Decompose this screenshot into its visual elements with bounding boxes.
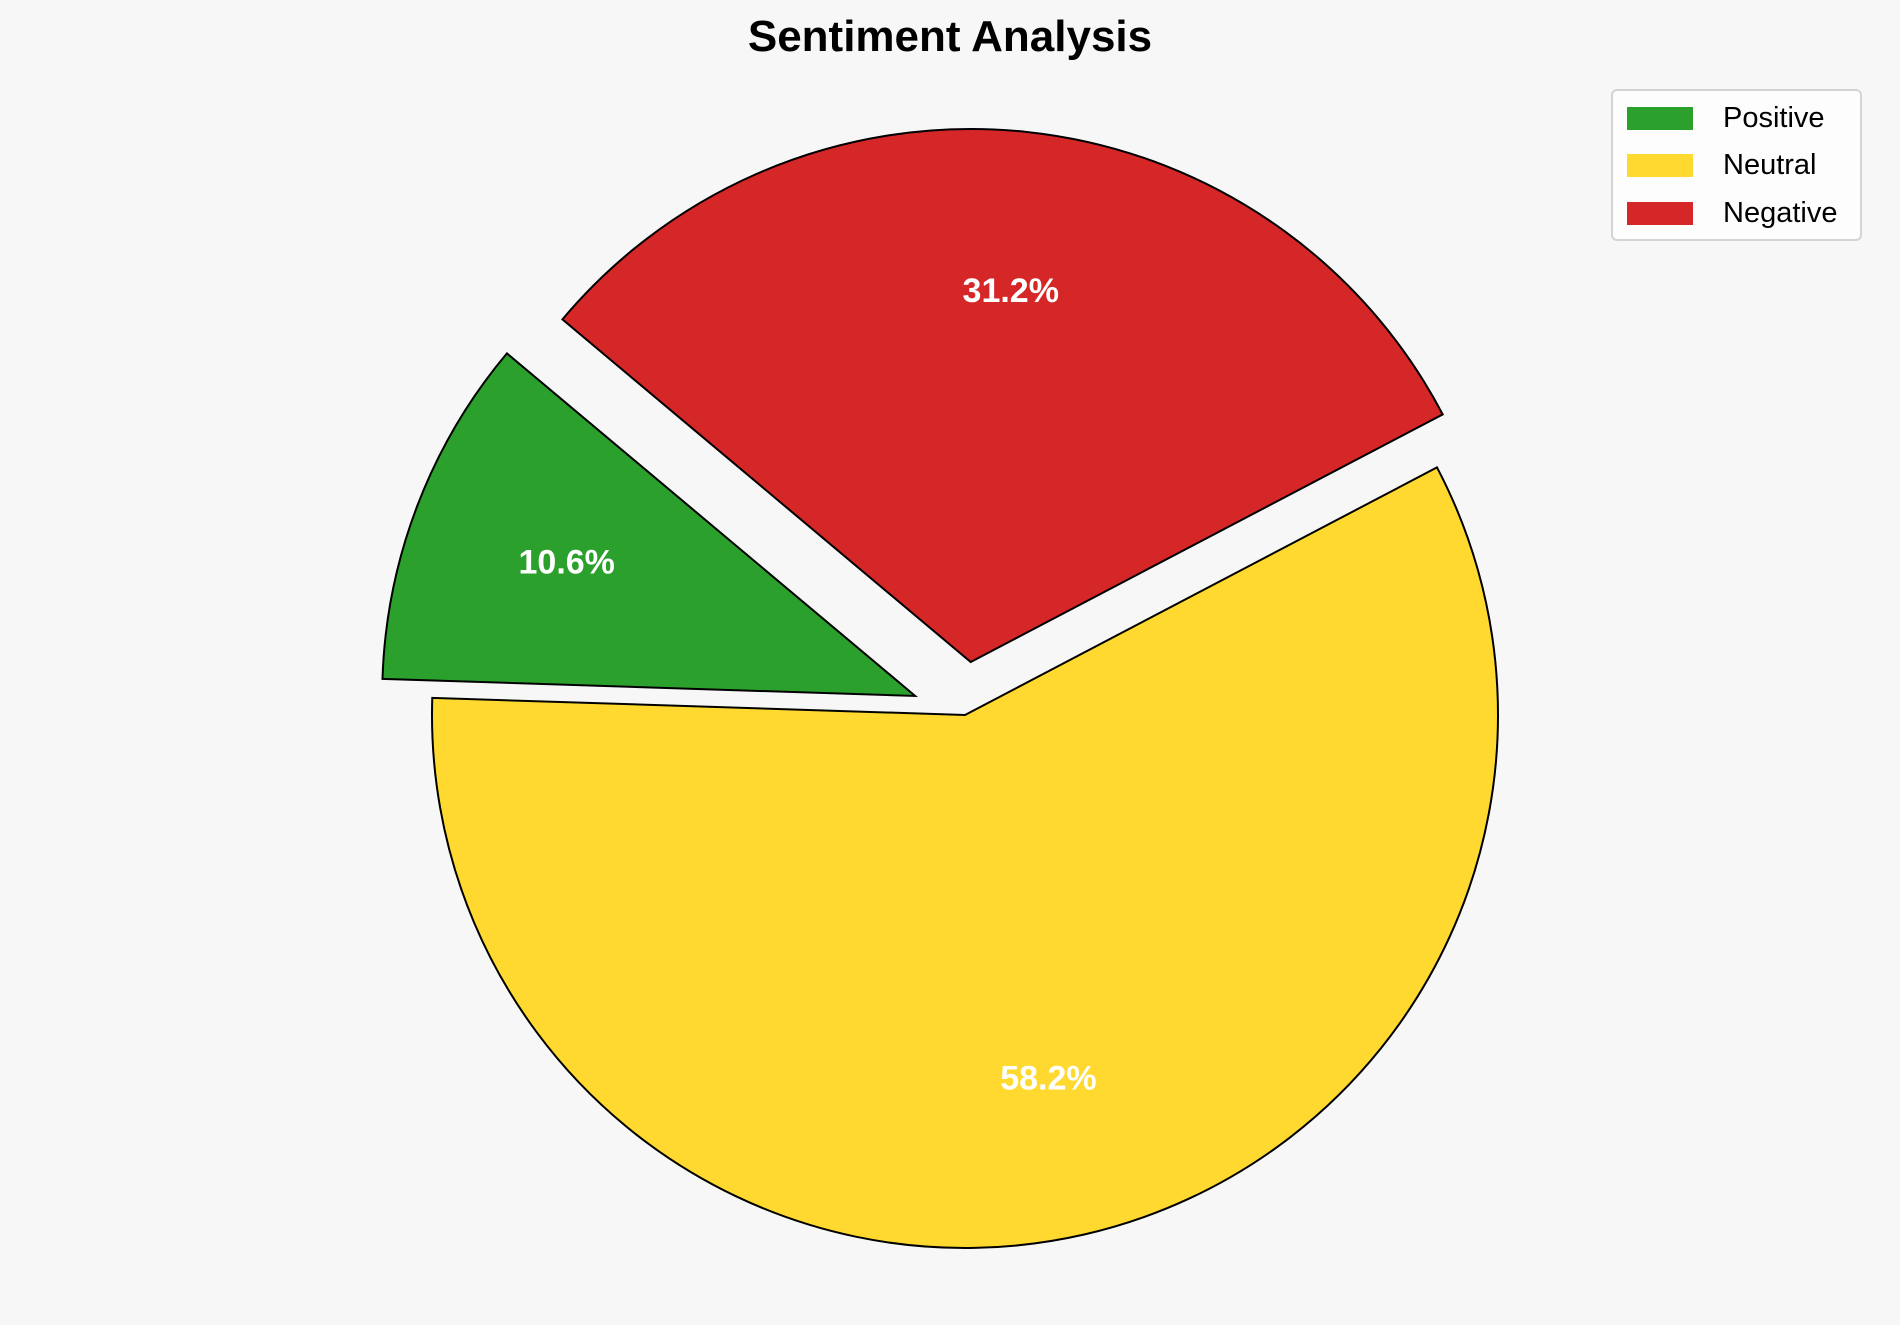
legend-swatch-positive [1627,106,1693,130]
pie-slice-positive [381,351,919,698]
legend-item-positive: Positive [1627,101,1825,134]
pie-slice-negative [561,128,1445,664]
pie-label-negative: 31.2% [963,272,1059,310]
pie-slice-neutral [431,466,1499,1249]
legend-item-neutral: Neutral [1627,148,1817,181]
legend: Positive Neutral Negative [1611,89,1862,241]
legend-swatch-negative [1627,201,1693,225]
chart-title: Sentiment Analysis [747,12,1153,61]
legend-label: Negative [1723,196,1838,229]
legend-swatch-neutral [1627,153,1693,177]
pie-label-positive: 10.6% [519,544,615,582]
legend-label: Positive [1723,101,1825,134]
legend-label: Neutral [1723,148,1817,181]
pie-label-neutral: 58.2% [1000,1060,1096,1098]
legend-item-negative: Negative [1627,196,1838,229]
